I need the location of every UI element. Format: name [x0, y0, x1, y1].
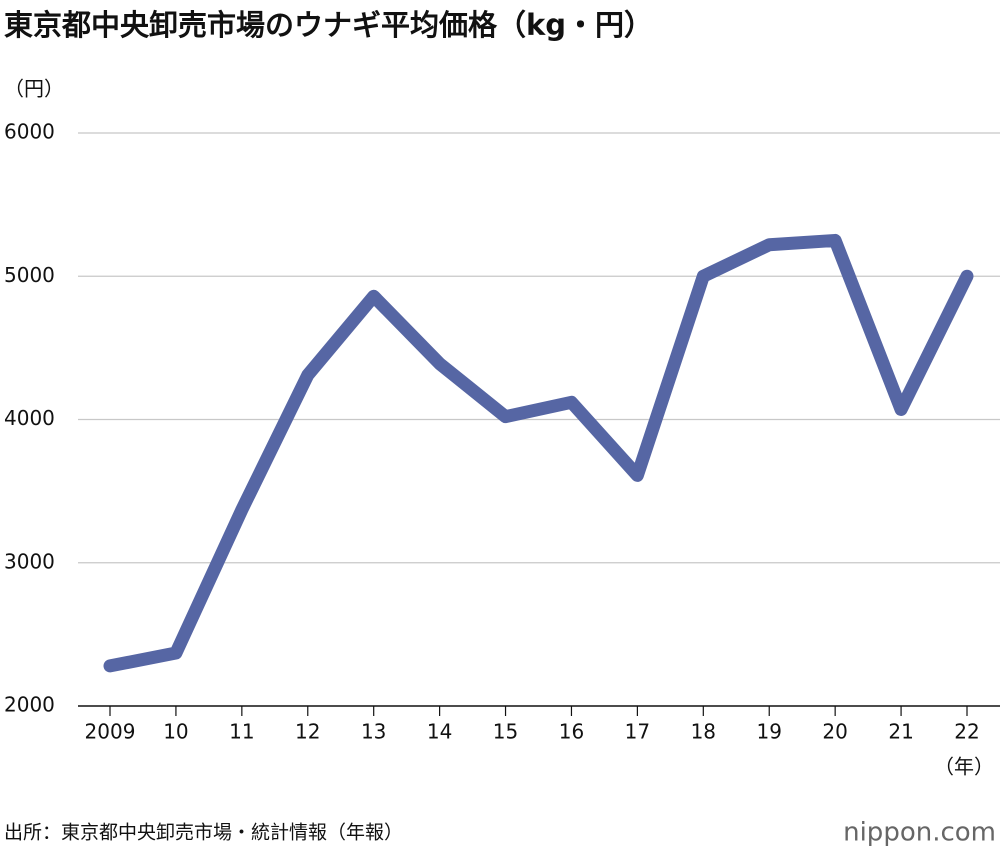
- x-tick-label: 14: [427, 720, 452, 744]
- source-note: 出所：東京都中央卸売市場・統計情報（年報）: [4, 822, 403, 844]
- x-tick-label: 2009: [85, 720, 136, 744]
- x-tick-label: 16: [559, 720, 584, 744]
- y-tick-label: 4000: [4, 406, 55, 430]
- y-tick-label: 3000: [4, 549, 55, 573]
- x-tick-label: 22: [954, 720, 979, 744]
- x-tick-label: 13: [361, 720, 386, 744]
- x-tick-label: 19: [757, 720, 782, 744]
- logo: nippon.com: [843, 818, 996, 848]
- x-tick-label: 20: [822, 720, 847, 744]
- x-tick-label: 18: [691, 720, 716, 744]
- y-tick-label: 5000: [4, 263, 55, 287]
- y-axis-unit: （円）: [4, 77, 64, 101]
- y-tick-label: 6000: [4, 120, 55, 144]
- y-tick-label: 2000: [4, 693, 55, 717]
- x-tick-label: 10: [163, 720, 188, 744]
- data-line: [103, 233, 974, 673]
- x-tick-label: 12: [295, 720, 320, 744]
- x-tick-label: 15: [493, 720, 518, 744]
- x-tick-label: 17: [625, 720, 650, 744]
- x-axis-unit: （年）: [934, 755, 994, 779]
- x-tick-label: 21: [888, 720, 913, 744]
- x-tick-label: 11: [229, 720, 254, 744]
- chart-title: 東京都中央卸売市場のウナギ平均価格（kg・円）: [4, 8, 653, 42]
